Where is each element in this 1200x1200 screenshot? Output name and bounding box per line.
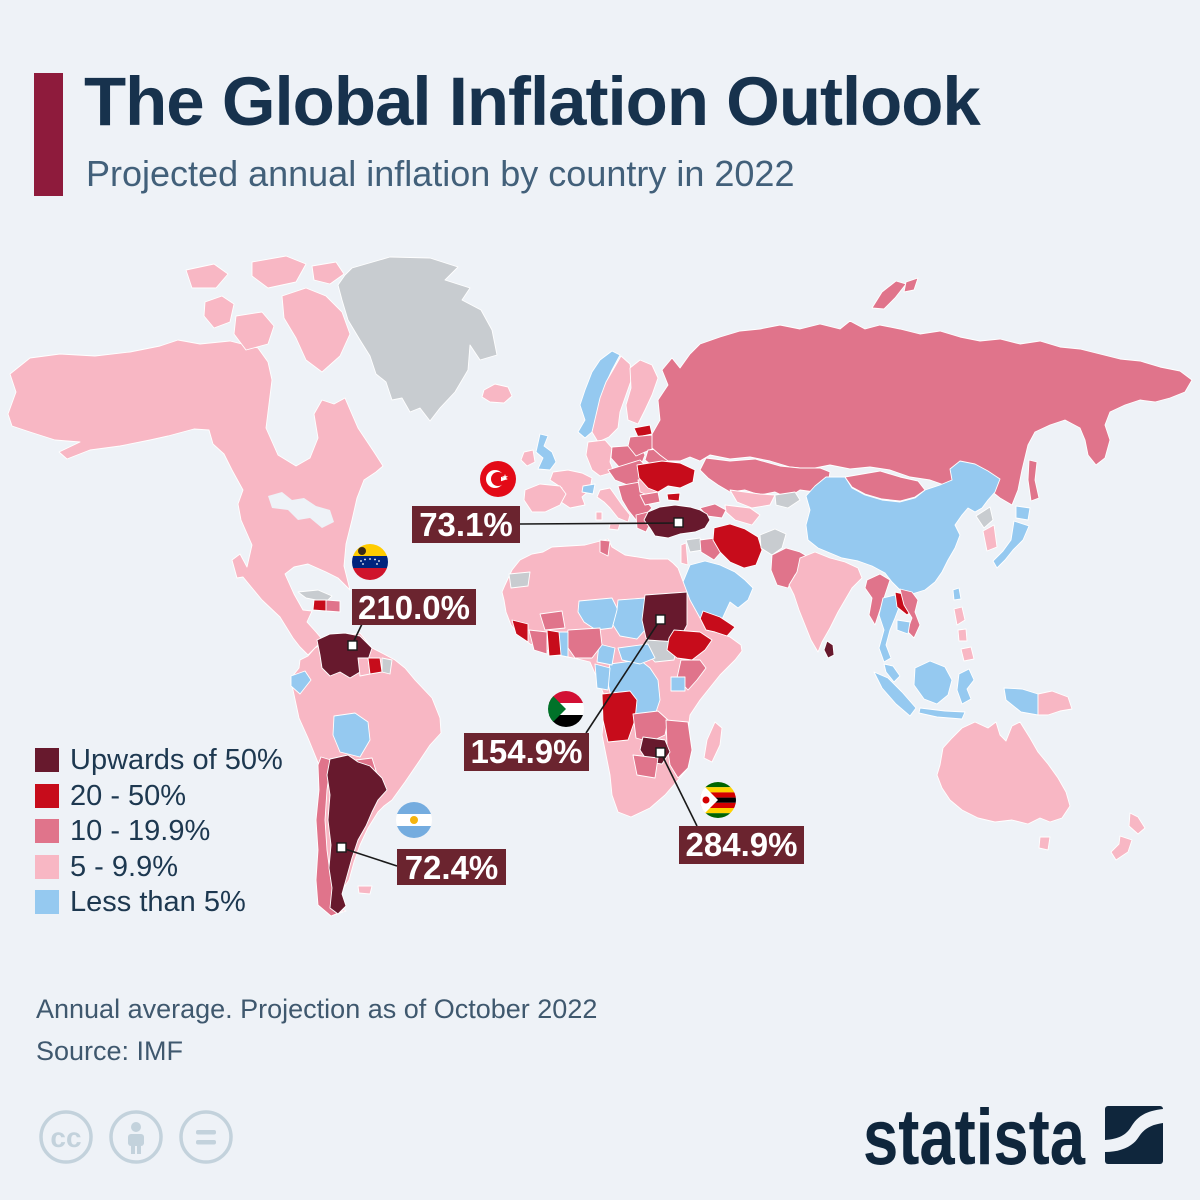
svg-text:statista: statista: [863, 1095, 1086, 1175]
svg-text:cc: cc: [50, 1122, 81, 1153]
